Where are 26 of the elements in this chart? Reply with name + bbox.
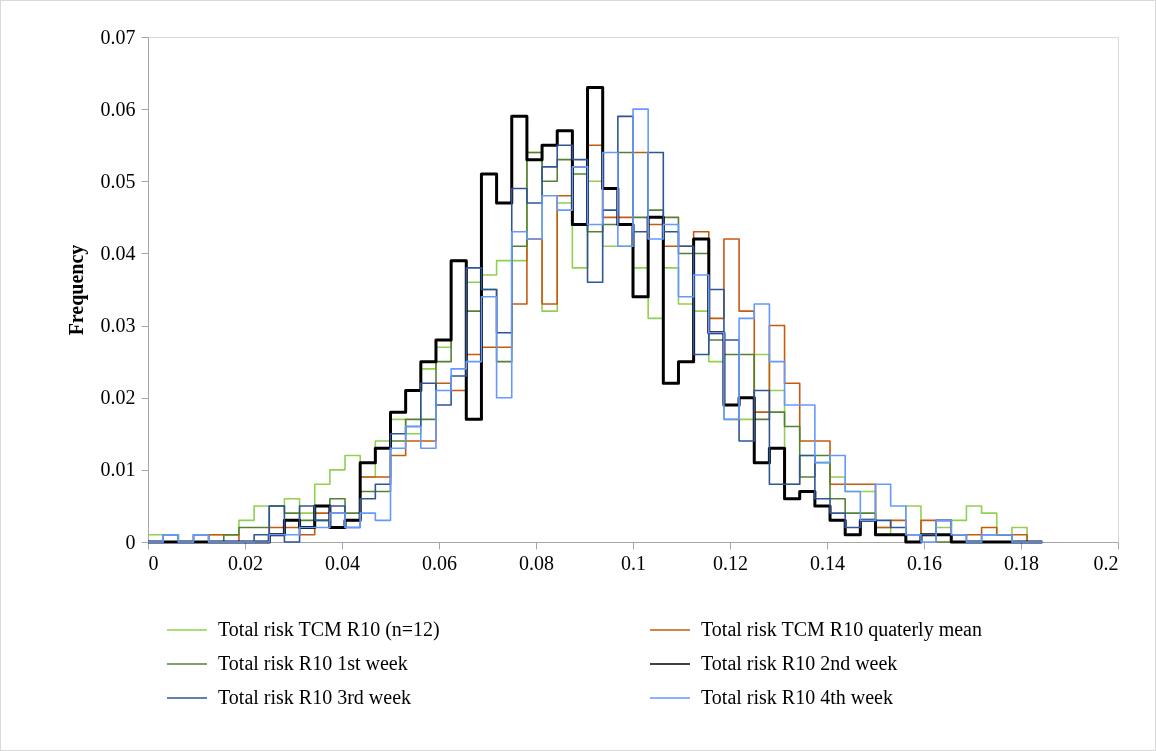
legend-label: Total risk R10 2nd week <box>701 652 898 674</box>
y-axis-title: Frequency <box>64 244 88 336</box>
x-tick-label: 0.08 <box>519 551 554 574</box>
x-tick-label: 0.2 <box>1093 551 1119 574</box>
x-tick-label: 0.12 <box>713 551 748 574</box>
y-tick-label: 0.04 <box>100 241 136 264</box>
legend-label: Total risk R10 1st week <box>218 652 408 674</box>
x-tick-label: 0.1 <box>621 551 646 574</box>
legend-label: Total risk R10 4th week <box>701 686 893 708</box>
y-tick-label: 0 <box>125 530 136 553</box>
legend-label: Total risk TCM R10 quaterly mean <box>701 618 982 641</box>
x-tick-label: 0.16 <box>907 551 942 574</box>
x-tick-label: 0.02 <box>228 551 263 574</box>
y-tick-label: 0.05 <box>100 169 136 192</box>
x-tick-label: 0 <box>148 551 159 574</box>
x-tick-label: 0.14 <box>810 551 845 574</box>
y-tick-label: 0.03 <box>100 314 136 337</box>
y-tick-label: 0.06 <box>100 97 136 120</box>
x-tick-label: 0.06 <box>422 551 457 574</box>
y-tick-label: 0.02 <box>100 386 136 409</box>
x-tick-label: 0.04 <box>325 551 360 574</box>
legend-label: Total risk TCM R10 (n=12) <box>218 618 440 641</box>
y-tick-label: 0.07 <box>100 25 136 48</box>
legend-label: Total risk R10 3rd week <box>218 686 412 708</box>
x-tick-label: 0.18 <box>1004 551 1039 574</box>
y-tick-label: 0.01 <box>100 458 136 481</box>
